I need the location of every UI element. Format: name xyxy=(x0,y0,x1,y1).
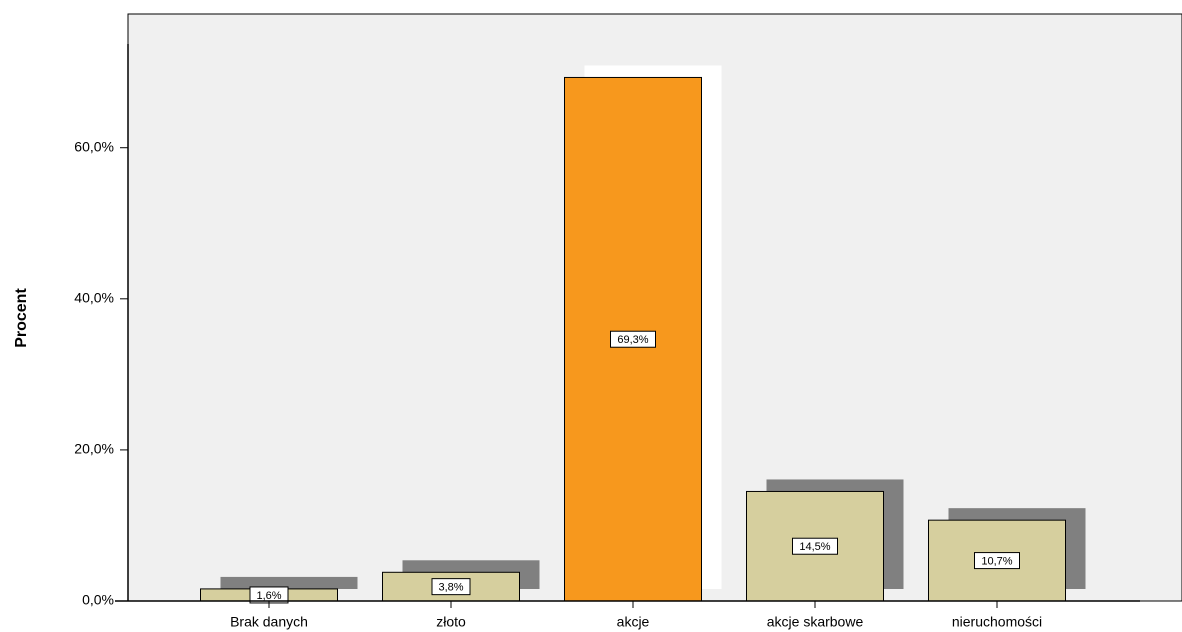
bar-shadow xyxy=(220,576,358,589)
y-tick-label: 40,0% xyxy=(74,290,114,306)
x-tick-label: akcje skarbowe xyxy=(767,614,864,630)
value-label: 1,6% xyxy=(256,590,281,602)
x-tick-label: nieruchomości xyxy=(952,614,1042,630)
y-tick-label: 20,0% xyxy=(74,441,114,457)
x-tick-label: złoto xyxy=(436,614,466,630)
value-label: 10,7% xyxy=(981,555,1012,567)
value-label-box xyxy=(974,552,1020,570)
value-label: 3,8% xyxy=(438,582,463,594)
x-tick-label: Brak danych xyxy=(230,614,308,630)
y-tick-label: 0,0% xyxy=(82,592,114,608)
value-label: 14,5% xyxy=(799,541,830,553)
x-tick-label: akcje xyxy=(617,614,650,630)
value-label-box xyxy=(792,537,838,555)
value-label-box xyxy=(610,330,656,348)
value-label-box xyxy=(431,578,471,596)
value-label: 69,3% xyxy=(617,334,648,346)
y-axis-label: Procent xyxy=(13,288,30,348)
y-tick-label: 60,0% xyxy=(74,138,114,154)
